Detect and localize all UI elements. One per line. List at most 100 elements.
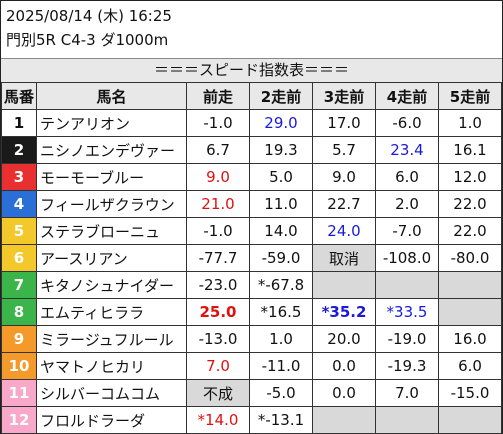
table-row: 5 ステラブローニュ -1.0 14.0 24.0 -7.0 22.0: [1, 217, 502, 245]
horse-number: 3: [1, 163, 37, 191]
score-cell: -80.0: [438, 244, 502, 272]
table-row: 8 エムティヒララ 25.0 *16.5 *35.2 *33.5: [1, 298, 502, 326]
race-header: 2025/08/14 (木) 16:25 門別5R C4-3 ダ1000m: [6, 4, 172, 52]
table-row: 10 ヤマトノヒカリ 7.0 -11.0 0.0 -19.3 6.0: [1, 352, 502, 380]
horse-name: エムティヒララ: [36, 298, 187, 326]
score-cell: 16.1: [438, 136, 502, 164]
score-cell: *33.5: [375, 298, 439, 326]
speed-index-table: 馬番 馬名 前走 2走前 3走前 4走前 5走前 1 テンアリオン -1.0 2…: [1, 82, 502, 434]
score-cell: 0.0: [312, 352, 376, 380]
score-cell: -11.0: [249, 352, 313, 380]
score-cell: 9.0: [186, 163, 250, 191]
score-cell: -23.0: [186, 271, 250, 299]
table-row: 4 フィールザクラウン 21.0 11.0 22.7 2.0 22.0: [1, 190, 502, 218]
score-cell: 5.0: [249, 163, 313, 191]
score-cell: 25.0: [186, 298, 250, 326]
score-cell: 1.0: [249, 325, 313, 353]
score-cell: *14.0: [186, 406, 250, 434]
horse-name: フィールザクラウン: [36, 190, 187, 218]
horse-number: 1: [1, 109, 37, 137]
horse-name: ヤマトノヒカリ: [36, 352, 187, 380]
score-cell: [438, 406, 502, 434]
horse-number: 2: [1, 136, 37, 164]
score-cell: -59.0: [249, 244, 313, 272]
col-header-2back: 2走前: [249, 82, 313, 110]
horse-name: フロルドラーダ: [36, 406, 187, 434]
score-cell: 19.3: [249, 136, 313, 164]
score-cell: 29.0: [249, 109, 313, 137]
horse-number: 5: [1, 217, 37, 245]
score-cell: [375, 271, 439, 299]
score-cell: -77.7: [186, 244, 250, 272]
score-cell: [312, 406, 376, 434]
score-cell: 24.0: [312, 217, 376, 245]
horse-name: ニシノエンデヴァー: [36, 136, 187, 164]
score-cell: 6.0: [375, 163, 439, 191]
score-cell: [375, 406, 439, 434]
score-cell: -1.0: [186, 217, 250, 245]
score-cell: 22.0: [438, 190, 502, 218]
score-cell: *-13.1: [249, 406, 313, 434]
score-cell: 21.0: [186, 190, 250, 218]
score-cell: -13.0: [186, 325, 250, 353]
score-cell: 20.0: [312, 325, 376, 353]
horse-name: モーモーブルー: [36, 163, 187, 191]
table-title: ＝＝＝スピード指数表＝＝＝: [1, 58, 502, 82]
score-cell: *16.5: [249, 298, 313, 326]
horse-number: 11: [1, 379, 37, 407]
score-cell: 17.0: [312, 109, 376, 137]
score-cell: 7.0: [375, 379, 439, 407]
horse-number: 12: [1, 406, 37, 434]
score-cell: 0.0: [312, 379, 376, 407]
score-cell: [438, 271, 502, 299]
score-cell: -1.0: [186, 109, 250, 137]
horse-name: テンアリオン: [36, 109, 187, 137]
table-row: 6 アースリアン -77.7 -59.0 取消 -108.0 -80.0: [1, 244, 502, 272]
score-cell: 9.0: [312, 163, 376, 191]
score-cell: 12.0: [438, 163, 502, 191]
score-cell: 5.7: [312, 136, 376, 164]
table-row: 9 ミラージュフルール -13.0 1.0 20.0 -19.0 16.0: [1, 325, 502, 353]
col-header-name: 馬名: [36, 82, 187, 110]
score-cell: -6.0: [375, 109, 439, 137]
horse-number: 4: [1, 190, 37, 218]
col-header-4back: 4走前: [375, 82, 439, 110]
table-row: 3 モーモーブルー 9.0 5.0 9.0 6.0 12.0: [1, 163, 502, 191]
score-cell: [438, 298, 502, 326]
horse-name: キタノシュナイダー: [36, 271, 187, 299]
score-cell: 7.0: [186, 352, 250, 380]
col-header-3back: 3走前: [312, 82, 376, 110]
horse-name: シルバーコムコム: [36, 379, 187, 407]
horse-number: 8: [1, 298, 37, 326]
horse-number: 10: [1, 352, 37, 380]
table-header-row: 馬番 馬名 前走 2走前 3走前 4走前 5走前: [1, 82, 502, 110]
col-header-number: 馬番: [1, 82, 37, 110]
table-row: 7 キタノシュナイダー -23.0 *-67.8: [1, 271, 502, 299]
table-row: 1 テンアリオン -1.0 29.0 17.0 -6.0 1.0: [1, 109, 502, 137]
score-cell: -15.0: [438, 379, 502, 407]
score-cell: 不成: [186, 379, 250, 407]
score-cell: 2.0: [375, 190, 439, 218]
score-cell: -5.0: [249, 379, 313, 407]
score-cell: *-67.8: [249, 271, 313, 299]
table-row: 2 ニシノエンデヴァー 6.7 19.3 5.7 23.4 16.1: [1, 136, 502, 164]
col-header-5back: 5走前: [438, 82, 502, 110]
score-cell: 16.0: [438, 325, 502, 353]
col-header-last: 前走: [186, 82, 250, 110]
score-cell: 6.7: [186, 136, 250, 164]
score-cell: 23.4: [375, 136, 439, 164]
score-cell: 取消: [312, 244, 376, 272]
table-row: 12 フロルドラーダ *14.0 *-13.1: [1, 406, 502, 434]
score-cell: -108.0: [375, 244, 439, 272]
score-cell: 6.0: [438, 352, 502, 380]
score-cell: 14.0: [249, 217, 313, 245]
score-cell: 11.0: [249, 190, 313, 218]
score-cell: -19.0: [375, 325, 439, 353]
horse-number: 7: [1, 271, 37, 299]
score-cell: 22.0: [438, 217, 502, 245]
horse-name: アースリアン: [36, 244, 187, 272]
horse-number: 6: [1, 244, 37, 272]
score-cell: -19.3: [375, 352, 439, 380]
horse-name: ミラージュフルール: [36, 325, 187, 353]
